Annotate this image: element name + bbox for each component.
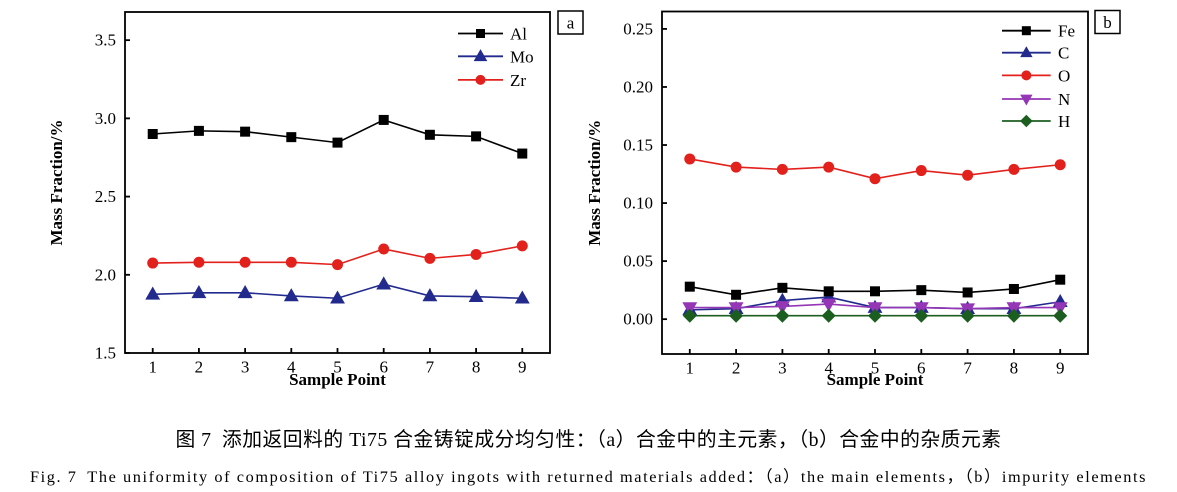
svg-text:4: 4	[824, 359, 833, 378]
svg-text:1.5: 1.5	[95, 344, 116, 363]
svg-text:0.15: 0.15	[623, 136, 653, 155]
svg-text:3: 3	[778, 359, 787, 378]
svg-text:O: O	[1058, 66, 1070, 85]
svg-text:6: 6	[379, 358, 388, 377]
svg-text:Mass Fraction/%: Mass Fraction/%	[585, 120, 604, 246]
svg-text:Fe: Fe	[1058, 22, 1075, 41]
svg-text:0.10: 0.10	[623, 194, 653, 213]
svg-text:0.05: 0.05	[623, 252, 653, 271]
svg-text:a: a	[567, 14, 575, 33]
svg-text:Mass Fraction/%: Mass Fraction/%	[47, 119, 66, 245]
svg-text:5: 5	[871, 359, 880, 378]
svg-text:b: b	[1103, 13, 1112, 32]
svg-text:9: 9	[518, 358, 527, 377]
svg-text:7: 7	[426, 358, 435, 377]
svg-text:4: 4	[287, 358, 296, 377]
svg-text:6: 6	[917, 359, 926, 378]
svg-text:2: 2	[732, 359, 741, 378]
svg-text:1: 1	[686, 359, 695, 378]
svg-text:8: 8	[472, 358, 481, 377]
svg-text:Mo: Mo	[510, 47, 534, 66]
svg-text:Zr: Zr	[510, 71, 526, 90]
svg-text:8: 8	[1010, 359, 1019, 378]
svg-text:N: N	[1058, 90, 1070, 109]
svg-text:7: 7	[963, 359, 972, 378]
svg-text:9: 9	[1056, 359, 1065, 378]
svg-text:Al: Al	[510, 25, 527, 44]
svg-text:0.20: 0.20	[623, 77, 653, 96]
svg-text:5: 5	[333, 358, 342, 377]
svg-text:3.0: 3.0	[95, 109, 116, 128]
svg-text:2.0: 2.0	[95, 265, 116, 284]
svg-text:3.5: 3.5	[95, 31, 116, 50]
svg-text:2: 2	[195, 358, 204, 377]
svg-text:1: 1	[148, 358, 157, 377]
svg-text:3: 3	[241, 358, 250, 377]
svg-text:0.25: 0.25	[623, 19, 653, 38]
svg-text:C: C	[1058, 44, 1069, 63]
svg-text:0.00: 0.00	[623, 310, 653, 329]
svg-text:2.5: 2.5	[95, 187, 116, 206]
svg-text:H: H	[1058, 112, 1070, 131]
